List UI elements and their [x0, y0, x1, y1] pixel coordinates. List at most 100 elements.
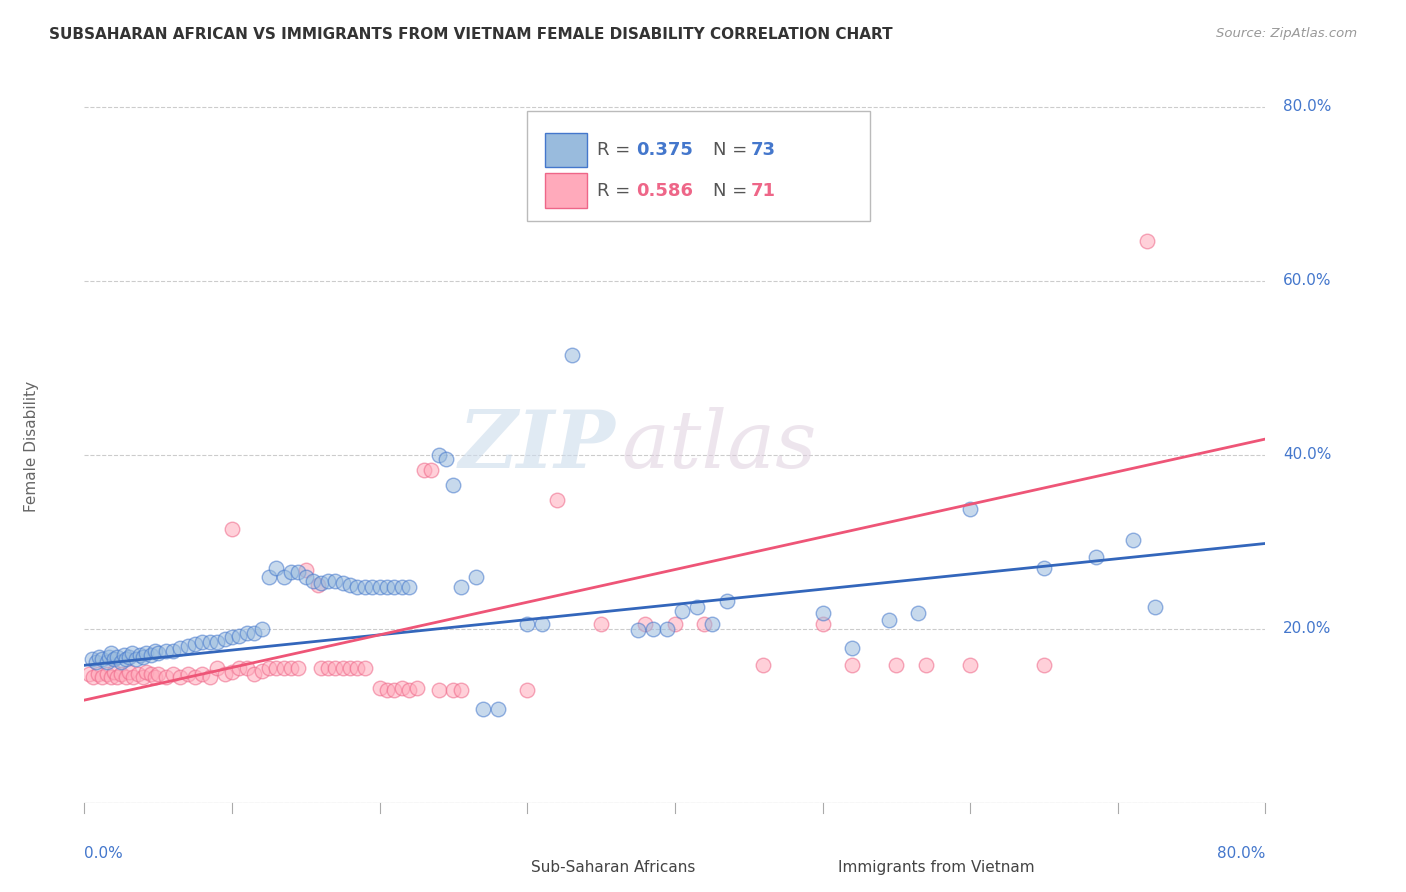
Point — [235, 626, 259, 640]
Point — [100, 670, 122, 684]
Point — [368, 580, 391, 594]
Point — [427, 448, 450, 462]
Point — [143, 670, 166, 684]
Point — [103, 652, 125, 666]
Point — [184, 637, 207, 651]
Point — [114, 652, 136, 666]
Point — [309, 576, 332, 591]
Point — [693, 617, 716, 632]
Point — [264, 661, 288, 675]
Point — [96, 667, 118, 681]
Point — [752, 658, 775, 673]
Point — [243, 667, 266, 681]
Point — [205, 661, 228, 675]
Point — [1032, 658, 1054, 673]
Point — [257, 661, 280, 675]
Point — [316, 661, 339, 675]
Text: R =: R = — [598, 182, 636, 200]
Point — [118, 649, 141, 664]
Point — [332, 661, 354, 675]
Point — [472, 702, 495, 716]
Point — [221, 665, 243, 680]
Point — [1136, 235, 1159, 249]
Point — [228, 629, 250, 643]
Point — [250, 664, 273, 678]
Point — [295, 563, 318, 577]
Point — [530, 617, 553, 632]
Point — [103, 665, 125, 680]
Text: 40.0%: 40.0% — [1284, 447, 1331, 462]
Point — [634, 617, 657, 632]
Point — [121, 646, 143, 660]
Text: 71: 71 — [751, 182, 776, 200]
Point — [162, 667, 184, 681]
Point — [339, 578, 361, 592]
Point — [886, 658, 908, 673]
Point — [405, 681, 427, 695]
Point — [135, 665, 157, 680]
Point — [382, 682, 406, 697]
FancyBboxPatch shape — [484, 853, 526, 884]
Text: N =: N = — [713, 182, 752, 200]
Point — [129, 648, 152, 662]
Point — [243, 626, 266, 640]
Point — [221, 522, 243, 536]
FancyBboxPatch shape — [790, 853, 834, 884]
Point — [169, 670, 191, 684]
Text: Sub-Saharan Africans: Sub-Saharan Africans — [531, 860, 695, 874]
Point — [169, 640, 191, 655]
Point — [907, 606, 929, 620]
Text: Immigrants from Vietnam: Immigrants from Vietnam — [838, 860, 1035, 874]
Point — [132, 649, 155, 664]
Point — [105, 649, 128, 664]
Point — [441, 682, 464, 697]
Point — [77, 667, 100, 681]
Point — [110, 667, 132, 681]
Point — [221, 631, 243, 645]
Point — [391, 681, 413, 695]
Text: 73: 73 — [751, 141, 776, 159]
Point — [316, 574, 339, 588]
Point — [148, 646, 170, 660]
Text: atlas: atlas — [621, 408, 817, 484]
Point — [1032, 561, 1054, 575]
Point — [546, 492, 568, 507]
Point — [143, 643, 166, 657]
Point — [671, 604, 693, 618]
Point — [877, 613, 900, 627]
Point — [441, 478, 464, 492]
Point — [86, 667, 108, 681]
Point — [280, 565, 302, 579]
Point — [398, 580, 420, 594]
Point — [657, 622, 679, 636]
Point — [205, 635, 228, 649]
Point — [914, 658, 936, 673]
Point — [162, 643, 184, 657]
Point — [332, 576, 354, 591]
Point — [391, 580, 413, 594]
Text: ZIP: ZIP — [458, 408, 616, 484]
Point — [118, 665, 141, 680]
Point — [287, 661, 309, 675]
FancyBboxPatch shape — [527, 111, 870, 221]
Point — [177, 667, 200, 681]
Point — [811, 606, 834, 620]
Point — [516, 682, 538, 697]
Point — [354, 661, 377, 675]
Point — [155, 643, 177, 657]
Point — [91, 670, 114, 684]
Point — [627, 624, 650, 638]
Point — [84, 655, 107, 669]
Point — [686, 599, 709, 614]
Point — [105, 670, 128, 684]
Point — [295, 569, 318, 583]
Point — [139, 648, 162, 662]
Point — [273, 661, 295, 675]
Point — [486, 702, 509, 716]
Text: Female Disability: Female Disability — [24, 380, 39, 512]
Point — [368, 681, 391, 695]
Point — [198, 670, 221, 684]
Point — [959, 658, 981, 673]
Point — [420, 463, 443, 477]
Text: 80.0%: 80.0% — [1284, 99, 1331, 114]
